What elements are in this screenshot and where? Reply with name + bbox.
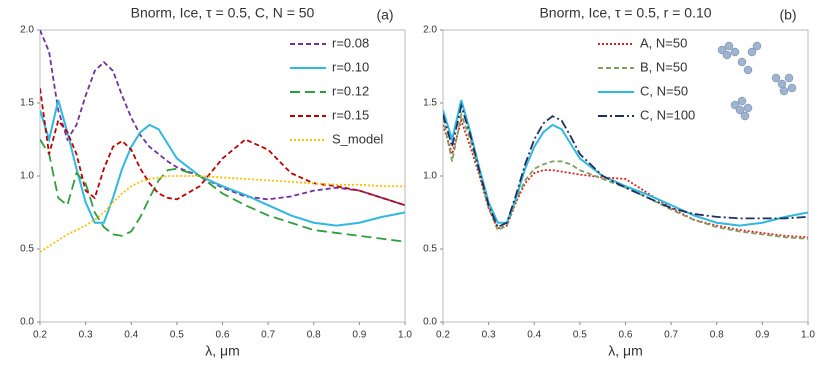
y-tick-label: 0.0 xyxy=(423,317,437,328)
y-tick-label: 1.5 xyxy=(20,98,34,109)
legend-label: C, N=50 xyxy=(640,83,688,98)
x-tick-label: 0.9 xyxy=(352,330,366,341)
x-tick-label: 0.9 xyxy=(755,330,769,341)
legend-label: r=0.08 xyxy=(332,35,369,50)
y-tick-label: 0.0 xyxy=(20,317,34,328)
y-tick-label: 1.5 xyxy=(423,98,437,109)
x-tick-label: 0.3 xyxy=(79,330,93,341)
series-line xyxy=(40,30,405,207)
x-axis-label: λ, μm xyxy=(205,343,240,359)
x-axis-label: λ, μm xyxy=(608,343,643,359)
panel-label: (b) xyxy=(779,7,796,23)
chart-title: Bnorm, Ice, τ = 0.5, C, N = 50 xyxy=(131,5,315,21)
plot-area xyxy=(442,29,809,323)
y-tick-label: 1.0 xyxy=(423,171,437,182)
panel-label: (a) xyxy=(376,7,393,23)
chart-title: Bnorm, Ice, τ = 0.5, r = 0.10 xyxy=(539,5,711,21)
legend-label: r=0.15 xyxy=(332,107,369,122)
x-tick-label: 1.0 xyxy=(398,330,412,341)
legend-label: C, N=100 xyxy=(640,107,695,122)
x-tick-label: 0.3 xyxy=(482,330,496,341)
x-tick-label: 0.6 xyxy=(619,330,633,341)
x-tick-label: 1.0 xyxy=(801,330,815,341)
series-line xyxy=(443,111,808,240)
legend-label: r=0.10 xyxy=(332,59,369,74)
series-line xyxy=(443,99,808,227)
series-line xyxy=(40,88,405,207)
y-tick-label: 0.5 xyxy=(20,244,34,255)
particle-icons xyxy=(717,41,797,121)
legend-label: A, N=50 xyxy=(640,35,687,50)
legend-label: S_model xyxy=(332,131,383,146)
x-tick-label: 0.5 xyxy=(573,330,587,341)
x-tick-label: 0.8 xyxy=(710,330,724,341)
x-tick-label: 0.8 xyxy=(307,330,321,341)
y-tick-label: 2.0 xyxy=(20,25,34,36)
x-tick-label: 0.5 xyxy=(170,330,184,341)
x-tick-label: 0.4 xyxy=(124,330,138,341)
x-tick-label: 0.7 xyxy=(664,330,678,341)
series-line xyxy=(443,102,808,229)
x-tick-label: 0.6 xyxy=(216,330,230,341)
legend-label: B, N=50 xyxy=(640,59,687,74)
y-tick-label: 2.0 xyxy=(423,25,437,36)
x-tick-label: 0.2 xyxy=(33,330,47,341)
y-tick-label: 1.0 xyxy=(20,171,34,182)
legend-label: r=0.12 xyxy=(332,83,369,98)
series-line xyxy=(443,117,808,239)
x-tick-label: 0.7 xyxy=(261,330,275,341)
y-tick-label: 0.5 xyxy=(423,244,437,255)
series-line xyxy=(40,139,405,243)
series-line xyxy=(40,175,405,253)
x-tick-label: 0.4 xyxy=(527,330,541,341)
x-tick-label: 0.2 xyxy=(436,330,450,341)
